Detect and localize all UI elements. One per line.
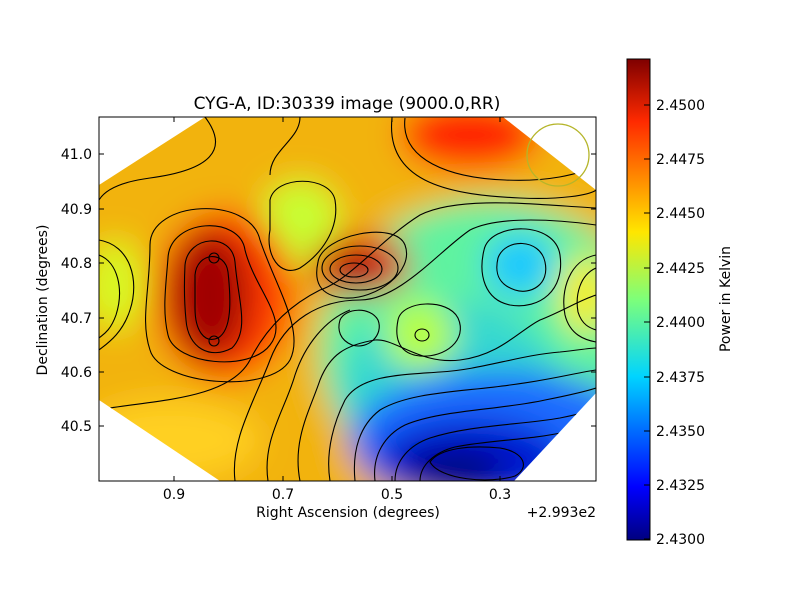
- colorbar-tick-label: 2.4300: [656, 532, 705, 548]
- contour-peak-center-2: [321, 245, 399, 291]
- contour-peak-left-top-ring: [208, 252, 220, 264]
- x-axis-ticks: [173, 117, 501, 481]
- y-tick-label: 40.5: [61, 419, 92, 435]
- contour-slope-3: [266, 309, 351, 481]
- contour-slope-4: [297, 294, 596, 481]
- contour-yellow-blob: [268, 180, 337, 271]
- contour-right-edge-2: [576, 267, 596, 331]
- contour-peak-left-mid: [164, 225, 277, 363]
- beam-circle-marker: [526, 123, 590, 187]
- colorbar-tick-label: 2.4375: [656, 370, 705, 386]
- colorbar-tick-label: 2.4500: [656, 98, 705, 114]
- x-axis-offset: +2.993e2: [527, 505, 596, 521]
- contour-blue-1: [353, 369, 596, 481]
- colorbar-tick-label: 2.4475: [656, 152, 705, 168]
- x-tick-label: 0.3: [489, 487, 511, 503]
- x-tick-label: 0.5: [381, 487, 403, 503]
- contour-right-edge: [563, 254, 596, 343]
- contour-peak-left-outer: [145, 208, 295, 383]
- contour-left-edge-2: [99, 254, 120, 339]
- colorbar-tick-label: 2.4425: [656, 261, 705, 277]
- contour-top-right-red: [404, 117, 596, 181]
- y-tick-label: 40.6: [61, 365, 92, 381]
- contour-slope-5: [328, 347, 596, 481]
- y-tick-label: 41.0: [61, 147, 92, 163]
- colorbar-ticks: [644, 104, 650, 540]
- contour-peak-left-inner: [183, 240, 243, 354]
- colorbar-tick-label: 2.4325: [656, 478, 705, 494]
- y-tick-label: 40.7: [61, 311, 92, 327]
- x-tick-label: 0.7: [272, 487, 294, 503]
- y-tick-label: 40.9: [61, 202, 92, 218]
- contour-top-middle: [269, 117, 301, 176]
- contour-top-left-1: [99, 117, 216, 201]
- plot-area-frame: [98, 116, 597, 482]
- chart-title: CYG-A, ID:30339 image (9000.0,RR): [194, 94, 501, 114]
- contour-peak-center-outer: [316, 231, 408, 299]
- contour-lines: [99, 117, 596, 481]
- contour-peak-left-bottom-ring: [208, 335, 220, 347]
- x-tick-label: 0.9: [163, 487, 185, 503]
- contour-green-blob-core: [414, 328, 430, 342]
- y-axis-label: Declination (degrees): [35, 225, 51, 376]
- colorbar-label: Power in Kelvin: [718, 246, 734, 352]
- contour-blue-2: [374, 387, 596, 481]
- colorbar: [626, 58, 651, 541]
- colorbar-tick-label: 2.4350: [656, 424, 705, 440]
- colorbar-tick-label: 2.4450: [656, 206, 705, 222]
- contour-blue-4: [419, 431, 566, 481]
- contour-peak-left-core: [194, 256, 231, 340]
- colorbar-tick-label: 2.4400: [656, 315, 705, 331]
- contour-cyan-blob: [496, 242, 547, 292]
- contour-peak-center-3: [329, 254, 383, 284]
- y-tick-label: 40.8: [61, 256, 92, 272]
- contour-slope-1: [109, 202, 596, 409]
- contour-top-right-outer: [391, 117, 596, 199]
- contour-blue-5: [429, 446, 524, 481]
- contour-left-edge: [99, 239, 135, 351]
- contour-peak-center-4: [339, 262, 369, 278]
- contour-cyan-blob-outer: [481, 228, 562, 307]
- x-axis-label: Right Ascension (degrees): [256, 505, 440, 521]
- y-axis-ticks: [99, 153, 596, 427]
- contour-slope-2: [233, 219, 596, 481]
